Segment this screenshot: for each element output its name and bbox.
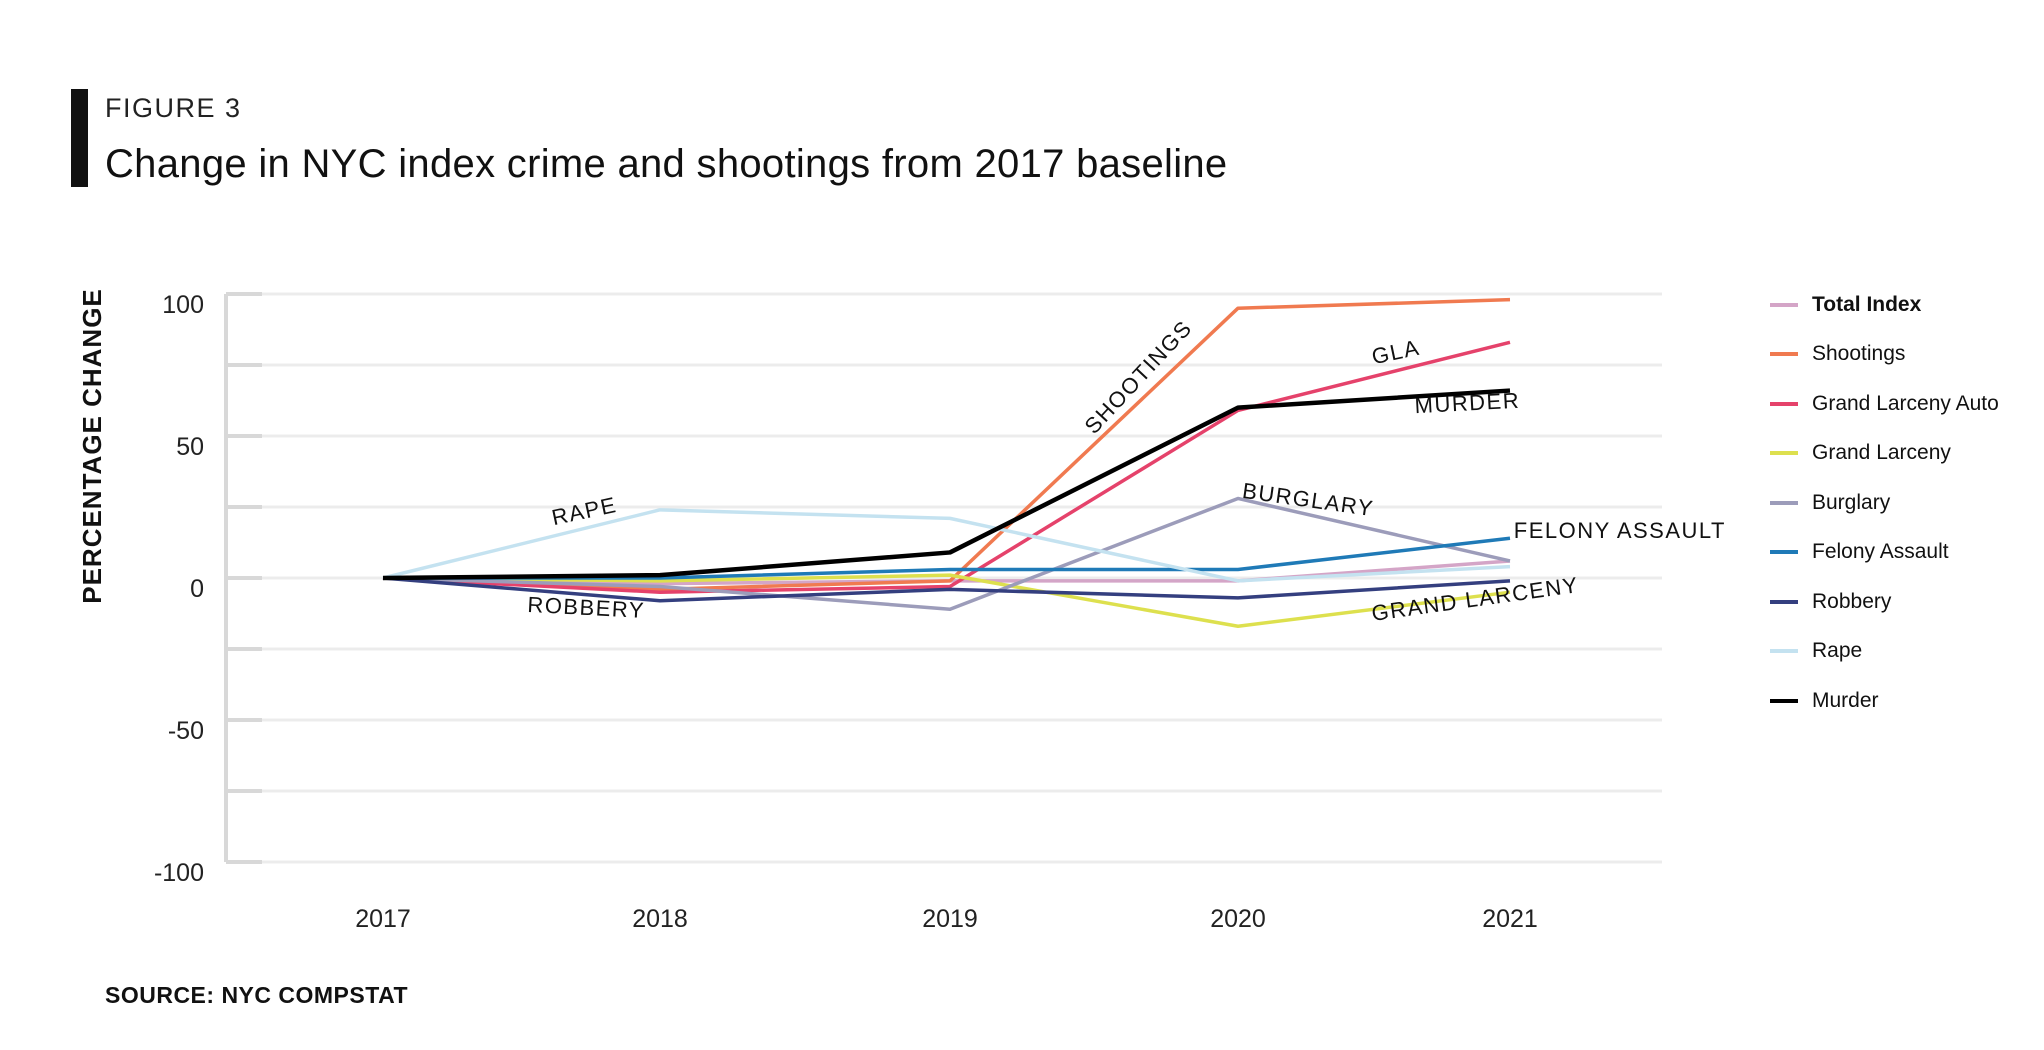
- y-tick-label: 0: [190, 575, 204, 603]
- legend-label: Grand Larceny Auto: [1812, 391, 1999, 415]
- legend-item: Grand Larceny Auto: [1770, 379, 1999, 429]
- legend-item: Burglary: [1770, 478, 1999, 528]
- annotation-label: MURDER: [1414, 388, 1521, 418]
- annotation-label: GRAND LARCENY: [1370, 572, 1580, 626]
- legend-item: Grand Larceny: [1770, 429, 1999, 479]
- legend-label: Burglary: [1812, 490, 1891, 514]
- y-axis: [224, 292, 262, 864]
- legend-swatch: [1770, 302, 1798, 307]
- legend-label: Shootings: [1812, 342, 1906, 366]
- annotation-label: RAPE: [549, 492, 619, 530]
- legend-label: Felony Assault: [1812, 540, 1949, 564]
- y-tick-label: 100: [162, 291, 204, 319]
- x-tick-label: 2021: [1482, 905, 1538, 933]
- legend-swatch: [1770, 698, 1798, 703]
- y-axis-label: PERCENTAGE CHANGE: [77, 288, 107, 604]
- y-tick-labels: 100 50 0 -50 -100: [154, 291, 204, 887]
- grid-lines: [226, 292, 1662, 864]
- legend-swatch: [1770, 451, 1798, 456]
- legend-swatch: [1770, 550, 1798, 555]
- x-tick-label: 2020: [1210, 905, 1266, 933]
- legend-item: Shootings: [1770, 330, 1999, 380]
- annotation-label: SHOOTINGS: [1079, 315, 1197, 438]
- x-tick-label: 2018: [632, 905, 688, 933]
- annotation-label: FELONY ASSAULT: [1514, 518, 1726, 543]
- legend-item: Felony Assault: [1770, 528, 1999, 578]
- annotation-label: ROBBERY: [527, 592, 646, 623]
- legend-swatch: [1770, 599, 1798, 604]
- series-line-murder: [382, 388, 1511, 581]
- chart-title: Change in NYC index crime and shootings …: [105, 142, 1228, 186]
- legend-label: Grand Larceny: [1812, 441, 1951, 465]
- legend-item: Rape: [1770, 627, 1999, 677]
- legend-swatch: [1770, 401, 1798, 406]
- series-line-grand-larceny: [382, 573, 1511, 629]
- legend-label: Total Index: [1812, 292, 1922, 316]
- legend-item: Robbery: [1770, 577, 1999, 627]
- legend-swatch: [1770, 352, 1798, 357]
- legend-swatch: [1770, 649, 1798, 654]
- y-tick-label: -100: [154, 859, 204, 887]
- series-line-robbery: [382, 576, 1511, 603]
- x-tick-label: 2019: [922, 905, 978, 933]
- legend-swatch: [1770, 500, 1798, 505]
- x-tick-label: 2017: [355, 905, 411, 933]
- x-tick-labels: 2017 2018 2019 2020 2021: [355, 905, 1538, 933]
- legend-label: Robbery: [1812, 589, 1892, 613]
- series-line-rape: [382, 508, 1511, 583]
- y-tick-label: -50: [168, 717, 204, 745]
- source-note: SOURCE: NYC COMPSTAT: [105, 982, 409, 1008]
- y-tick-label: 50: [176, 433, 204, 461]
- legend-label: Rape: [1812, 639, 1863, 663]
- series-lines: [382, 297, 1511, 629]
- figure-label: FIGURE 3: [105, 93, 242, 123]
- series-line-grand-larceny-auto: [382, 340, 1511, 594]
- series-line-shootings: [382, 297, 1511, 592]
- legend-item: Murder: [1770, 676, 1999, 726]
- legend-item: Total Index: [1770, 280, 1999, 330]
- title-accent-bar: [71, 89, 88, 187]
- legend: Total Index Shootings Grand Larceny Auto Gr…: [1770, 280, 1999, 726]
- legend-label: Murder: [1812, 688, 1879, 712]
- series-line-burglary: [382, 496, 1511, 611]
